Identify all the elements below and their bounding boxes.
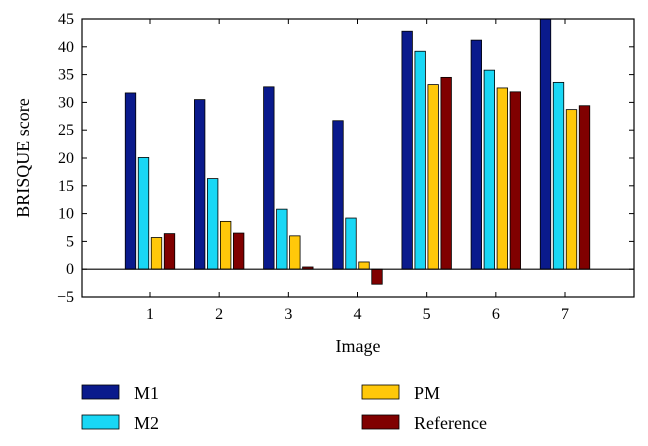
bar-m1-image-1: [124, 92, 137, 270]
y-tick-label: 30: [58, 94, 74, 111]
bar-pm-image-5: [427, 84, 439, 270]
bar-m2-image-4: [345, 217, 357, 270]
x-tick-label: 3: [284, 306, 292, 323]
legend-label-pm: PM: [414, 383, 440, 403]
x-tick-label: 5: [423, 306, 431, 323]
bar-m2-image-3: [276, 208, 288, 270]
x-axis-label: Image: [336, 336, 381, 356]
bar-pm-image-2: [220, 220, 232, 270]
x-tick-label: 7: [561, 306, 569, 323]
bar-m2-image-1: [137, 157, 150, 270]
y-tick-label: 5: [66, 233, 74, 250]
bar-m1-image-3: [263, 86, 275, 270]
bar-m2-image-7: [552, 81, 565, 270]
y-axis-ticks: −5 0 5 10 15 20 25 30 35 40 45: [57, 11, 634, 306]
legend-label-m1: M1: [134, 383, 159, 403]
bar-pm-image-1: [150, 237, 163, 270]
bar-reference-image-5: [440, 76, 452, 270]
legend-swatch-pm: [361, 384, 400, 400]
bar-m1-image-5: [401, 30, 413, 270]
bar-reference-image-2: [233, 232, 245, 270]
x-tick-label: 4: [354, 306, 362, 323]
legend-label-reference: Reference: [414, 413, 487, 433]
x-tick-label: 6: [492, 306, 500, 323]
bar-m2-image-6: [483, 69, 495, 270]
legend-swatch-reference: [361, 414, 400, 430]
legend: M1 M2 PM Reference: [81, 383, 487, 433]
y-tick-label: 25: [58, 122, 74, 139]
bar-reference-image-1: [163, 233, 176, 270]
bar-m1-image-2: [194, 99, 206, 270]
bar-reference-image-7: [578, 105, 591, 270]
x-tick-label: 2: [215, 306, 223, 323]
y-tick-label: 45: [58, 11, 74, 28]
y-tick-label: 20: [58, 150, 74, 167]
y-tick-label: 10: [58, 206, 74, 223]
y-tick-label: 15: [58, 178, 74, 195]
bar-pm-image-7: [565, 109, 578, 270]
y-axis-label: BRISQUE score: [13, 98, 33, 218]
y-tick-label: 0: [66, 261, 74, 278]
legend-swatch-m2: [81, 414, 120, 430]
bar-m1-image-4: [332, 120, 344, 270]
x-tick-label: 1: [146, 306, 154, 323]
bar-pm-image-4: [358, 261, 370, 270]
legend-swatch-m1: [81, 384, 120, 400]
bar-reference-image-6: [509, 91, 521, 270]
y-tick-label: 40: [58, 39, 74, 56]
bar-m2-image-5: [414, 50, 426, 270]
y-tick-label: 35: [58, 67, 74, 84]
x-axis-ticks: 1 2 3 4 5 6 7: [146, 19, 569, 323]
bar-pm-image-3: [289, 235, 301, 270]
bar-m2-image-2: [207, 178, 219, 270]
bar-pm-image-6: [496, 87, 508, 270]
bars-layer: [124, 18, 591, 285]
bar-m1-image-7: [539, 18, 552, 270]
bar-reference-image-4: [371, 268, 383, 285]
bar-m1-image-6: [470, 39, 482, 270]
y-tick-label: −5: [57, 289, 74, 306]
legend-label-m2: M2: [134, 413, 159, 433]
